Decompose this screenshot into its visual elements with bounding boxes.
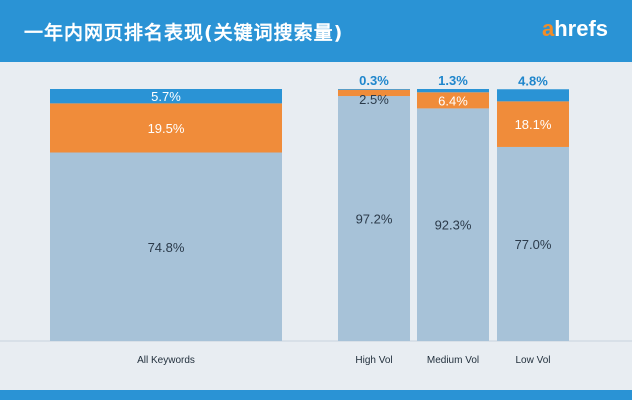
bar-segment-middle-0 (50, 103, 282, 153)
chart-title: 一年内网页排名表现(关键词搜索量) (24, 22, 344, 44)
category-label-0: All Keywords (137, 355, 195, 366)
category-label-1: High Vol (355, 355, 392, 366)
data-label-bottom-2: 92.3% (435, 218, 472, 233)
bar-segment-middle-3 (497, 101, 569, 147)
footer-bar (0, 390, 632, 400)
ahrefs-logo: ahrefs (542, 16, 608, 42)
bar-segment-top-1 (338, 89, 410, 90)
bar-segment-bottom-3 (497, 146, 569, 341)
data-label-middle-1: 2.5% (359, 92, 389, 107)
bar-segment-middle-2 (417, 92, 489, 109)
bar-segment-top-3 (497, 89, 569, 102)
category-label-2: Medium Vol (427, 355, 479, 366)
category-label-3: Low Vol (515, 355, 550, 366)
data-label-bottom-1: 97.2% (356, 212, 393, 227)
bar-segment-bottom-1 (338, 96, 410, 341)
bar-segment-bottom-2 (417, 108, 489, 342)
stacked-bar-chart: 74.8% 19.5% 5.7% All Keywords 97.2% 2.5% 0.3% H… (0, 73, 632, 366)
chart-area: 74.8% 19.5% 5.7% All Keywords 97.2% 2.5% 0.3% H… (0, 62, 632, 400)
data-label-middle-2: 6.4% (438, 93, 468, 108)
data-label-middle-0: 19.5% (148, 121, 185, 136)
header-bar: 一年内网页排名表现(关键词搜索量) ahrefs (0, 0, 632, 62)
data-label-bottom-3: 77.0% (515, 237, 552, 252)
data-label-top-0: 5.7% (151, 89, 181, 104)
data-label-top-3: 4.8% (518, 73, 548, 88)
logo-letter-a: a (541, 16, 555, 41)
data-label-bottom-0: 74.8% (148, 240, 185, 255)
bar-segment-top-0 (50, 89, 282, 104)
logo-text: hrefs (554, 16, 608, 41)
data-label-middle-3: 18.1% (515, 117, 552, 132)
data-label-top-1: 0.3% (359, 73, 389, 88)
bar-segment-middle-1 (338, 89, 410, 97)
bar-segment-top-2 (417, 89, 489, 93)
data-label-top-2: 1.3% (438, 73, 468, 88)
bar-segment-bottom-0 (50, 152, 282, 341)
